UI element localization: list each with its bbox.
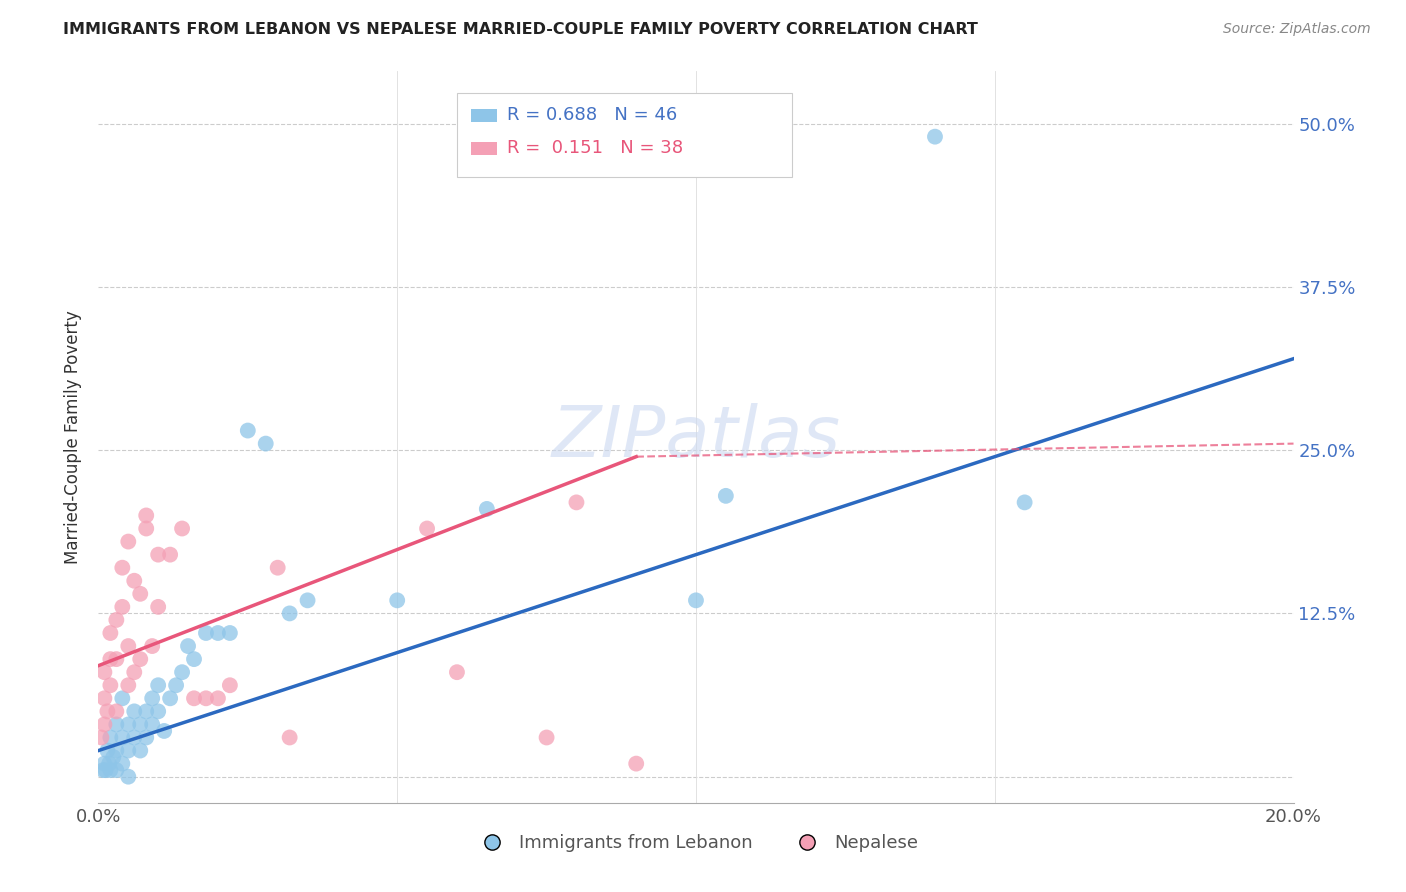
Point bbox=[183, 691, 205, 706]
Point bbox=[111, 599, 134, 614]
Point bbox=[385, 593, 409, 607]
Point bbox=[103, 750, 125, 764]
Point bbox=[98, 678, 122, 692]
Point bbox=[117, 639, 139, 653]
Point bbox=[111, 756, 134, 771]
Point bbox=[90, 731, 112, 745]
Point bbox=[117, 678, 139, 692]
Text: R =  0.151   N = 38: R = 0.151 N = 38 bbox=[506, 139, 683, 157]
Point bbox=[93, 691, 115, 706]
Y-axis label: Married-Couple Family Poverty: Married-Couple Family Poverty bbox=[65, 310, 83, 564]
Point bbox=[148, 599, 170, 614]
Point bbox=[207, 691, 229, 706]
Point bbox=[159, 548, 181, 562]
Point bbox=[105, 743, 128, 757]
Point bbox=[135, 705, 157, 719]
Point bbox=[111, 731, 134, 745]
Point bbox=[278, 607, 301, 621]
Legend: Immigrants from Lebanon, Nepalese: Immigrants from Lebanon, Nepalese bbox=[467, 827, 925, 860]
Point bbox=[129, 652, 152, 666]
Point bbox=[148, 678, 170, 692]
Point bbox=[129, 743, 152, 757]
Point bbox=[207, 626, 229, 640]
FancyBboxPatch shape bbox=[457, 94, 792, 178]
Point bbox=[105, 613, 128, 627]
Point bbox=[565, 495, 588, 509]
Point bbox=[195, 691, 218, 706]
Point bbox=[148, 705, 170, 719]
Point bbox=[685, 593, 707, 607]
Point bbox=[98, 652, 122, 666]
Point bbox=[416, 521, 439, 535]
Point bbox=[254, 436, 277, 450]
Point bbox=[96, 705, 118, 719]
Text: Source: ZipAtlas.com: Source: ZipAtlas.com bbox=[1223, 22, 1371, 37]
Point bbox=[93, 717, 115, 731]
Point bbox=[93, 665, 115, 680]
Point bbox=[117, 770, 139, 784]
Point bbox=[105, 717, 128, 731]
Point bbox=[111, 691, 134, 706]
Point bbox=[105, 652, 128, 666]
Point bbox=[98, 763, 122, 777]
Point bbox=[141, 639, 163, 653]
Point bbox=[124, 705, 146, 719]
Point bbox=[117, 534, 139, 549]
Point bbox=[195, 626, 218, 640]
Point bbox=[117, 743, 139, 757]
Point bbox=[148, 548, 170, 562]
Point bbox=[98, 626, 122, 640]
Point bbox=[117, 717, 139, 731]
Point bbox=[177, 639, 200, 653]
Point bbox=[124, 731, 146, 745]
FancyBboxPatch shape bbox=[471, 109, 498, 122]
Point bbox=[135, 731, 157, 745]
Point bbox=[105, 705, 128, 719]
Point bbox=[219, 678, 242, 692]
Text: IMMIGRANTS FROM LEBANON VS NEPALESE MARRIED-COUPLE FAMILY POVERTY CORRELATION CH: IMMIGRANTS FROM LEBANON VS NEPALESE MARR… bbox=[63, 22, 979, 37]
Point bbox=[93, 756, 115, 771]
Point bbox=[219, 626, 242, 640]
Point bbox=[94, 763, 117, 777]
Point bbox=[278, 731, 301, 745]
Point bbox=[111, 560, 134, 574]
Point bbox=[626, 756, 648, 771]
Point bbox=[172, 521, 194, 535]
Point bbox=[153, 723, 176, 738]
Point bbox=[165, 678, 187, 692]
Point bbox=[1014, 495, 1036, 509]
Point bbox=[141, 691, 163, 706]
Point bbox=[141, 717, 163, 731]
Point bbox=[159, 691, 181, 706]
Point bbox=[98, 756, 121, 771]
Point bbox=[297, 593, 319, 607]
Point bbox=[129, 717, 152, 731]
Point bbox=[124, 574, 146, 588]
Point bbox=[135, 508, 157, 523]
Point bbox=[924, 129, 946, 144]
Point bbox=[172, 665, 194, 680]
Point bbox=[475, 502, 498, 516]
Point bbox=[98, 731, 122, 745]
Point bbox=[105, 763, 128, 777]
Point bbox=[236, 424, 259, 438]
Point bbox=[267, 560, 290, 574]
Point bbox=[183, 652, 205, 666]
Point bbox=[446, 665, 468, 680]
Text: R = 0.688   N = 46: R = 0.688 N = 46 bbox=[506, 106, 676, 124]
Point bbox=[129, 587, 152, 601]
Point bbox=[714, 489, 737, 503]
Point bbox=[135, 521, 157, 535]
Point bbox=[124, 665, 146, 680]
Point bbox=[91, 763, 114, 777]
Text: ZIPatlas: ZIPatlas bbox=[551, 402, 841, 472]
Point bbox=[96, 743, 118, 757]
Point bbox=[536, 731, 558, 745]
FancyBboxPatch shape bbox=[471, 142, 498, 154]
